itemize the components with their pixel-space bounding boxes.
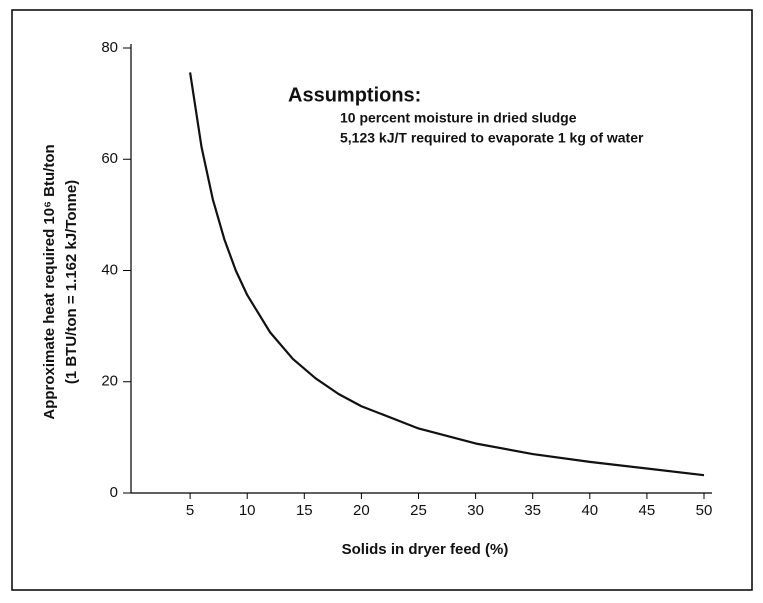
y-axis-label: Approximate heat required 10⁶ Btu/ton (41, 144, 58, 419)
y-tick-label: 40 (101, 261, 118, 278)
x-tick-label: 40 (581, 502, 598, 519)
x-axis-label: Solids in dryer feed (%) (342, 541, 509, 558)
frame (11, 9, 753, 591)
annotation: 5,123 kJ/T required to evaporate 1 kg of… (340, 130, 644, 146)
x-tick-label: 30 (467, 502, 484, 519)
x-tick-label: 45 (639, 502, 656, 519)
y-tick-label: 80 (101, 39, 118, 56)
x-tick-label: 10 (239, 502, 256, 519)
annotation: 10 percent moisture in dried sludge (340, 110, 577, 126)
x-tick-label: 20 (353, 502, 370, 519)
y-tick-label: 0 (110, 484, 118, 501)
x-tick-label: 50 (696, 502, 713, 519)
y-tick-label: 20 (101, 373, 118, 390)
y-axis-label: (1 BTU/ton = 1.162 kJ/Tonne) (63, 180, 80, 384)
x-tick-label: 25 (410, 502, 427, 519)
annotation-title: Assumptions: (288, 84, 421, 106)
x-tick-label: 5 (186, 502, 194, 519)
line (189, 72, 705, 477)
y-tick-label: 60 (101, 150, 118, 167)
x-tick-label: 15 (296, 502, 313, 519)
x-tick-label: 35 (524, 502, 541, 519)
